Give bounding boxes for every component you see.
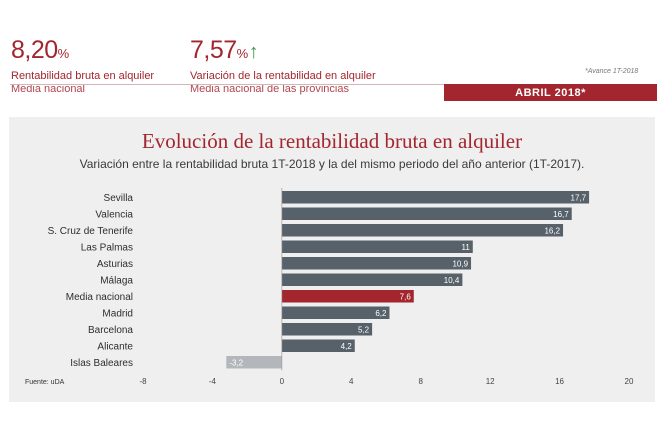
data-label: 11 — [461, 243, 470, 252]
data-label: 16,7 — [553, 210, 569, 219]
tick-label: 8 — [418, 377, 423, 386]
bar — [281, 191, 590, 204]
kpi-value: 8,20% — [11, 36, 69, 64]
bar — [281, 240, 473, 253]
chart-title: Evolución de la rentabilidad bruta en al… — [141, 129, 523, 153]
bar-chart: Sevilla 17,7 Valencia 16,7 S. Cruz de Teneri… — [48, 188, 634, 386]
tick-label: -8 — [139, 377, 147, 386]
bar — [281, 207, 572, 220]
tick-label: -4 — [209, 377, 217, 386]
avance-note: *Avance 1T-2018 — [585, 68, 639, 75]
category-label: Madrid — [102, 308, 133, 319]
bar — [281, 224, 564, 237]
data-label: 5,2 — [358, 325, 370, 334]
data-label: 6,2 — [375, 309, 387, 318]
up-arrow-icon: ↑ — [248, 41, 259, 63]
category-label: S. Cruz de Tenerife — [48, 226, 134, 237]
bar — [281, 257, 472, 270]
kpi-value: 7,57%↑ — [190, 36, 259, 64]
data-label: 16,2 — [544, 226, 560, 235]
category-label: Asturias — [97, 259, 133, 270]
tick-label: 20 — [625, 377, 634, 386]
kpi-rentabilidad: 8,20% Rentabilidad bruta en alquiler Med… — [11, 36, 154, 95]
category-label: Islas Baleares — [70, 358, 133, 369]
kpi-label: Rentabilidad bruta en alquiler — [11, 70, 155, 82]
tick-label: 0 — [280, 377, 285, 386]
category-label: Las Palmas — [81, 242, 133, 253]
bar — [281, 306, 390, 319]
data-label: 10,4 — [444, 276, 460, 285]
category-label: Málaga — [100, 275, 133, 286]
kpi-variacion: 7,57%↑ Variación de la rentabilidad en a… — [190, 36, 376, 95]
source-note: Fuente: uDA — [25, 379, 65, 386]
kpi-label: Variación de la rentabilidad en alquiler — [190, 70, 376, 82]
category-label: Valencia — [95, 209, 133, 220]
kpi-sublabel: Media nacional de las provincias — [190, 83, 349, 95]
chart-panel: Evolución de la rentabilidad bruta en al… — [9, 117, 655, 402]
bar — [281, 290, 414, 303]
bar — [226, 356, 282, 369]
chart-subtitle: Variación entre la rentabilidad bruta 1T… — [79, 157, 585, 171]
tick-label: 16 — [555, 377, 564, 386]
tick-label: 4 — [349, 377, 354, 386]
data-label: 17,7 — [571, 193, 587, 202]
bar — [281, 273, 463, 286]
category-label: Alicante — [97, 341, 133, 352]
header-divider — [10, 84, 657, 85]
data-label: 10,9 — [452, 259, 468, 268]
kpi-sublabel: Media nacional — [11, 83, 85, 95]
tick-label: 12 — [486, 377, 495, 386]
category-label: Sevilla — [104, 193, 134, 204]
data-label: -3,2 — [229, 358, 243, 367]
category-label: Media nacional — [66, 292, 133, 303]
data-label: 4,2 — [341, 342, 353, 351]
data-label: 7,6 — [400, 292, 412, 301]
bar — [281, 323, 373, 336]
category-label: Barcelona — [88, 325, 133, 336]
date-banner: ABRIL 2018* — [444, 84, 657, 101]
bar — [281, 339, 355, 352]
